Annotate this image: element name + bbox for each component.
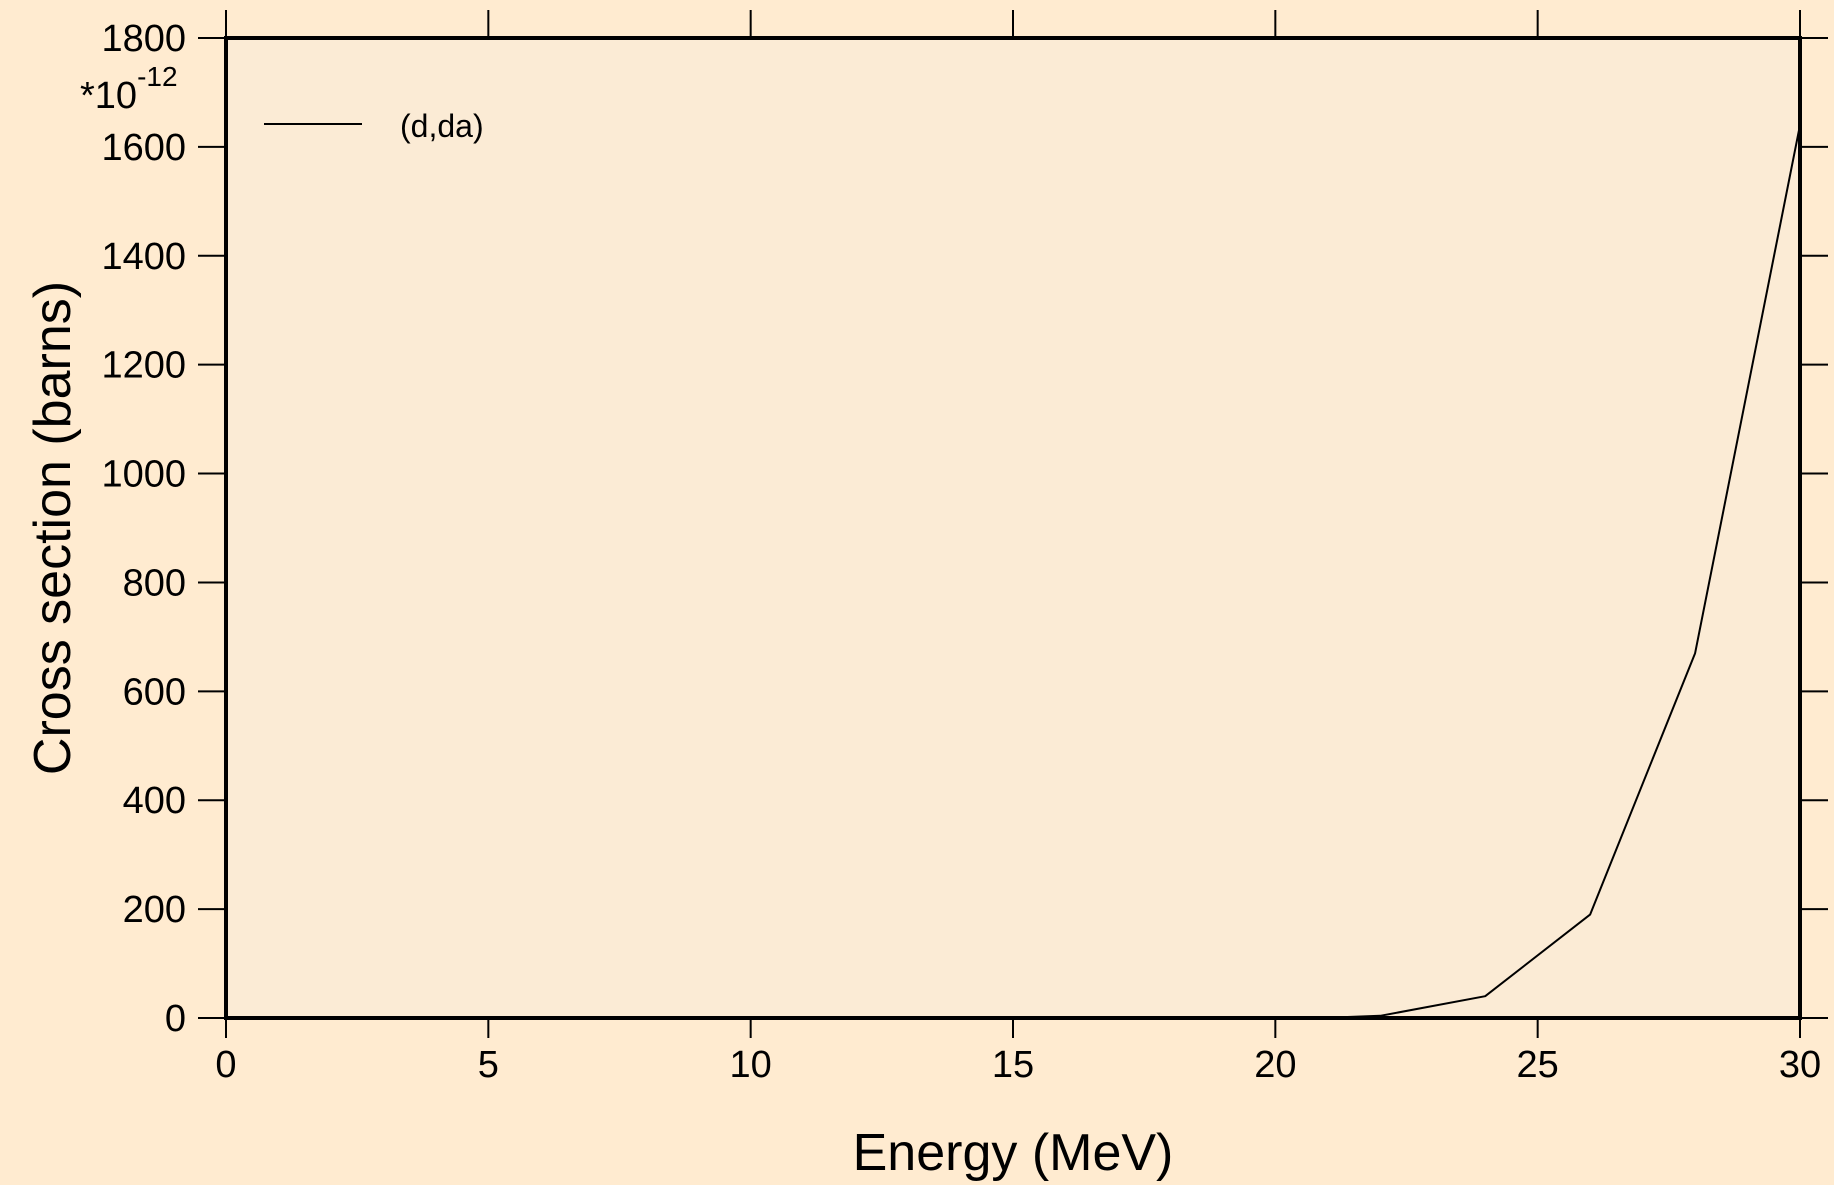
y-tick-label: 1600 <box>101 127 186 169</box>
y-multiplier-exponent: -12 <box>137 61 177 92</box>
x-tick-label: 15 <box>992 1044 1034 1086</box>
legend-label: (d,da) <box>400 108 484 144</box>
y-tick-label: 0 <box>165 998 186 1040</box>
plot-frame <box>224 36 1802 1020</box>
y-tick-label: 800 <box>123 562 186 604</box>
x-tick-label: 10 <box>730 1044 772 1086</box>
y-tick-label: 200 <box>123 889 186 931</box>
y-multiplier: *10-12 <box>80 61 178 117</box>
x-tick-labels: 0 5 10 15 20 25 30 <box>215 1044 1821 1086</box>
x-axis-title: Energy (MeV) <box>853 1124 1174 1182</box>
legend: (d,da) <box>264 108 484 144</box>
x-tick-label: 0 <box>215 1044 236 1086</box>
y-tick-label: 400 <box>123 780 186 822</box>
y-tick-label: 600 <box>123 671 186 713</box>
y-tick-label: 1000 <box>101 454 186 496</box>
y-axis-title: Cross section (barns) <box>24 281 82 775</box>
y-tick-labels: 0 200 400 600 800 1000 1200 1400 1600 1800 <box>101 18 186 1040</box>
plot-area <box>226 38 1800 1018</box>
y-tick-label: 1200 <box>101 345 186 387</box>
axis-ticks <box>198 10 1828 1038</box>
y-tick-label: 1800 <box>101 18 186 60</box>
y-multiplier-base: *10 <box>80 75 137 117</box>
y-tick-label: 1400 <box>101 236 186 278</box>
x-tick-label: 25 <box>1517 1044 1559 1086</box>
x-tick-label: 20 <box>1254 1044 1296 1086</box>
x-tick-label: 5 <box>478 1044 499 1086</box>
x-tick-label: 30 <box>1779 1044 1821 1086</box>
